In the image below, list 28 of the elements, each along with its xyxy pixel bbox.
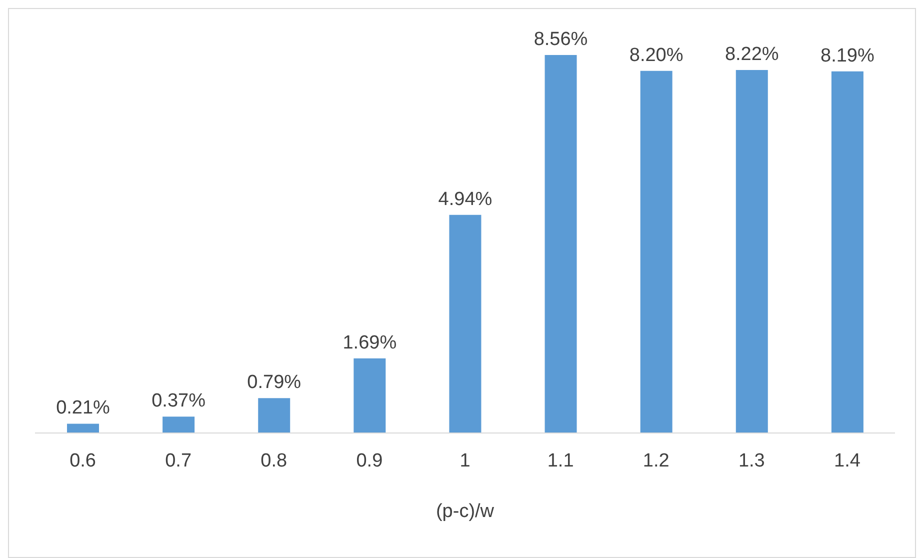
x-tick-label: 0.6 (70, 450, 96, 472)
bar (354, 358, 386, 433)
data-label: 8.19% (820, 45, 874, 66)
bar (544, 55, 577, 433)
x-tick-label: 1.1 (547, 450, 574, 472)
data-label: 0.37% (152, 390, 206, 412)
x-tick-label: 0.7 (165, 450, 192, 472)
bar (736, 70, 768, 433)
x-tick-label: 1.4 (834, 450, 861, 472)
x-tick-label: 0.8 (260, 450, 288, 472)
x-axis-title: (p-c)/w (436, 501, 494, 522)
data-label: 4.94% (438, 188, 492, 210)
data-label: 0.21% (56, 398, 110, 419)
bar (67, 424, 99, 433)
bar (640, 70, 672, 433)
x-tick-label: 1 (460, 450, 470, 472)
bar (449, 214, 482, 433)
bar (162, 416, 195, 433)
data-label: 1.69% (342, 332, 397, 354)
bar (831, 71, 864, 433)
data-label: 8.20% (629, 44, 684, 66)
data-label: 8.22% (724, 44, 779, 66)
x-tick-label: 1.3 (738, 450, 765, 472)
x-tick-label: 0.9 (356, 450, 383, 472)
x-tick-label: 1.2 (642, 450, 670, 472)
data-label: 8.56% (534, 29, 588, 50)
bar (258, 398, 290, 433)
data-label: 0.79% (247, 372, 302, 394)
